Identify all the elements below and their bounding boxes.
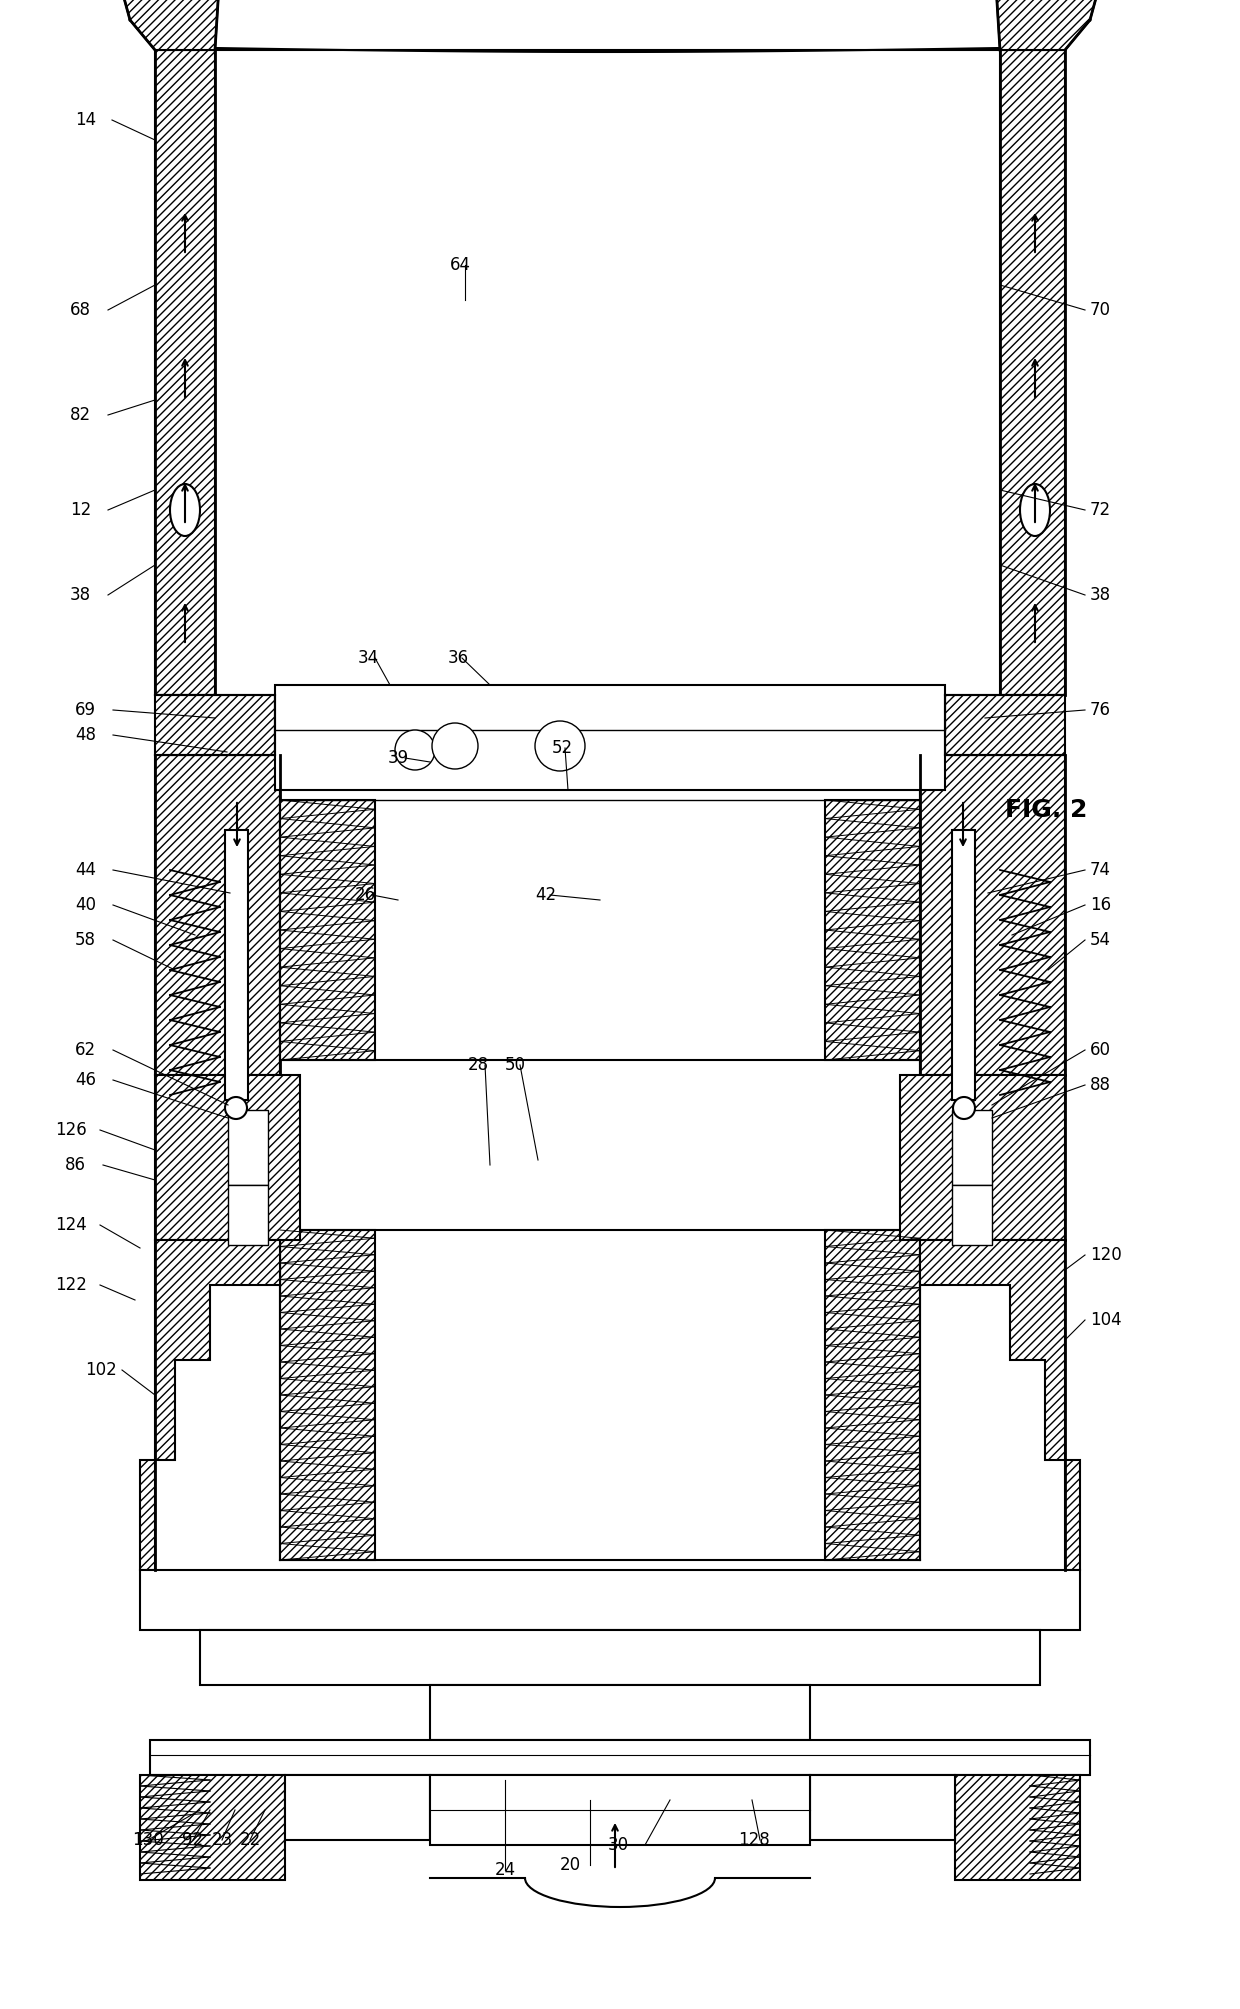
Polygon shape — [920, 1240, 1080, 1569]
Text: 130: 130 — [133, 1830, 164, 1848]
Text: 46: 46 — [74, 1071, 95, 1089]
Bar — [150, 1740, 1090, 1776]
Bar — [275, 685, 945, 790]
Bar — [952, 1185, 992, 1246]
Text: 54: 54 — [1090, 930, 1111, 948]
Circle shape — [224, 1097, 247, 1119]
Circle shape — [432, 723, 477, 769]
Text: 22: 22 — [239, 1830, 260, 1848]
Text: 70: 70 — [1090, 301, 1111, 319]
Text: 60: 60 — [1090, 1041, 1111, 1059]
Text: 126: 126 — [55, 1121, 87, 1139]
Bar — [228, 1185, 268, 1246]
Text: 38: 38 — [1090, 587, 1111, 605]
Text: 16: 16 — [1090, 896, 1111, 914]
Polygon shape — [115, 0, 219, 50]
Text: 39: 39 — [388, 749, 409, 767]
Text: 12: 12 — [69, 500, 92, 518]
Bar — [900, 1075, 1065, 1240]
Bar — [955, 1776, 1080, 1880]
Text: 82: 82 — [69, 406, 91, 424]
Ellipse shape — [170, 484, 200, 536]
Text: 38: 38 — [69, 587, 91, 605]
Circle shape — [534, 721, 585, 771]
Bar — [825, 1230, 920, 1561]
Bar — [810, 1776, 955, 1840]
Text: 62: 62 — [74, 1041, 97, 1059]
Text: 26: 26 — [355, 886, 376, 904]
Text: 23: 23 — [211, 1830, 233, 1848]
Text: 88: 88 — [1090, 1077, 1111, 1095]
Bar — [825, 800, 920, 1061]
Text: 76: 76 — [1090, 701, 1111, 719]
Text: 34: 34 — [358, 649, 379, 667]
Bar — [952, 830, 975, 1101]
Text: 69: 69 — [74, 701, 95, 719]
Text: 36: 36 — [448, 649, 469, 667]
Text: 120: 120 — [1090, 1246, 1122, 1264]
Text: 86: 86 — [64, 1155, 86, 1173]
Text: 128: 128 — [738, 1830, 770, 1848]
Text: 30: 30 — [608, 1836, 629, 1854]
Bar — [952, 1111, 992, 1185]
Bar — [280, 800, 374, 1061]
Bar — [155, 695, 275, 755]
Text: 50: 50 — [505, 1057, 526, 1075]
Bar — [155, 50, 215, 695]
Text: 102: 102 — [86, 1360, 117, 1378]
Circle shape — [954, 1097, 975, 1119]
Text: 124: 124 — [55, 1215, 87, 1234]
Text: 74: 74 — [1090, 862, 1111, 880]
Polygon shape — [140, 1240, 280, 1569]
Text: 92: 92 — [182, 1830, 203, 1848]
Text: 104: 104 — [1090, 1312, 1122, 1330]
Text: 40: 40 — [74, 896, 95, 914]
Text: 28: 28 — [467, 1057, 489, 1075]
Text: 14: 14 — [74, 110, 97, 129]
Circle shape — [396, 729, 435, 769]
Text: 64: 64 — [450, 255, 471, 273]
Bar — [140, 1569, 1080, 1629]
Bar — [920, 755, 1065, 1075]
Text: 68: 68 — [69, 301, 91, 319]
Text: 48: 48 — [74, 725, 95, 743]
Text: FIG. 2: FIG. 2 — [1004, 798, 1087, 822]
Bar — [140, 1776, 285, 1880]
Text: 52: 52 — [552, 739, 573, 757]
Bar — [155, 1075, 300, 1240]
Text: 58: 58 — [74, 930, 95, 948]
Bar — [945, 695, 1065, 755]
Bar — [200, 1629, 1040, 1686]
Text: 122: 122 — [55, 1276, 87, 1294]
Bar — [280, 1230, 374, 1561]
Ellipse shape — [1021, 484, 1050, 536]
Text: 20: 20 — [559, 1856, 580, 1874]
Bar — [430, 1776, 810, 1844]
Text: 24: 24 — [495, 1860, 516, 1878]
Text: 44: 44 — [74, 862, 95, 880]
Bar — [999, 50, 1065, 695]
Text: 72: 72 — [1090, 500, 1111, 518]
Text: 42: 42 — [534, 886, 556, 904]
Bar — [224, 830, 248, 1101]
Polygon shape — [994, 0, 1105, 50]
Bar — [285, 1776, 430, 1840]
Bar — [228, 1111, 268, 1185]
Bar — [155, 755, 280, 1075]
Bar — [430, 1686, 810, 1740]
